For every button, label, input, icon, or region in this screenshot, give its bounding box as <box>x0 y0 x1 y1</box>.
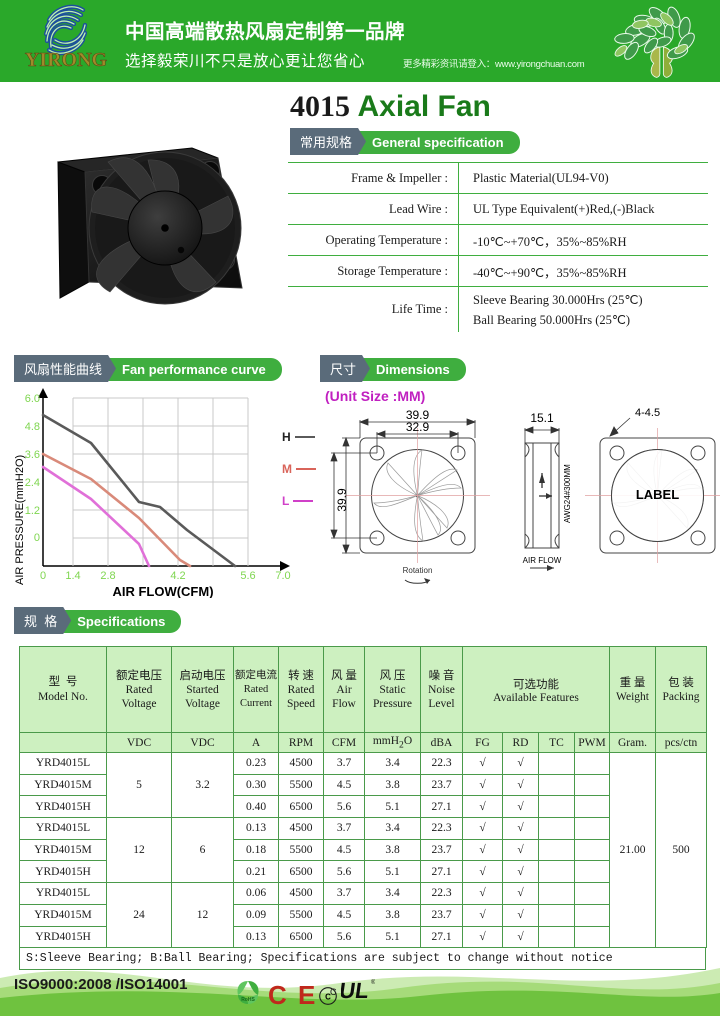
svg-text:AIR FLOW: AIR FLOW <box>523 556 562 565</box>
svg-text:4-4.5: 4-4.5 <box>635 408 660 419</box>
svg-text:4.8: 4.8 <box>25 421 40 433</box>
svg-text:4.2: 4.2 <box>170 570 185 582</box>
svg-text:AWG24#300MM: AWG24#300MM <box>563 464 572 523</box>
svg-text:®: ® <box>371 979 375 986</box>
svg-text:0: 0 <box>34 532 40 544</box>
svg-text:1.4: 1.4 <box>65 570 80 582</box>
svg-text:RoHS: RoHS <box>241 997 255 1003</box>
svg-text:3.6: 3.6 <box>25 449 40 461</box>
svg-text:Rotation: Rotation <box>403 566 433 575</box>
svg-text:39.9: 39.9 <box>335 488 349 512</box>
svg-text:15.1: 15.1 <box>530 411 554 425</box>
svg-text:0: 0 <box>40 570 46 582</box>
svg-text:1.2: 1.2 <box>25 505 40 517</box>
svg-text:6.0: 6.0 <box>25 393 40 405</box>
svg-text:2.8: 2.8 <box>100 570 115 582</box>
svg-text:5.6: 5.6 <box>240 570 255 582</box>
svg-text:LABEL: LABEL <box>636 487 679 502</box>
svg-text:E: E <box>298 980 315 1010</box>
svg-text:7.0: 7.0 <box>275 570 290 582</box>
svg-text:UL: UL <box>341 979 370 1003</box>
svg-text:C: C <box>268 980 287 1010</box>
svg-text:32.9: 32.9 <box>406 420 430 434</box>
svg-text:2.4: 2.4 <box>25 477 40 489</box>
svg-text:AIR FLOW(CFM): AIR FLOW(CFM) <box>112 584 213 598</box>
svg-text:YIRONG: YIRONG <box>25 49 108 71</box>
